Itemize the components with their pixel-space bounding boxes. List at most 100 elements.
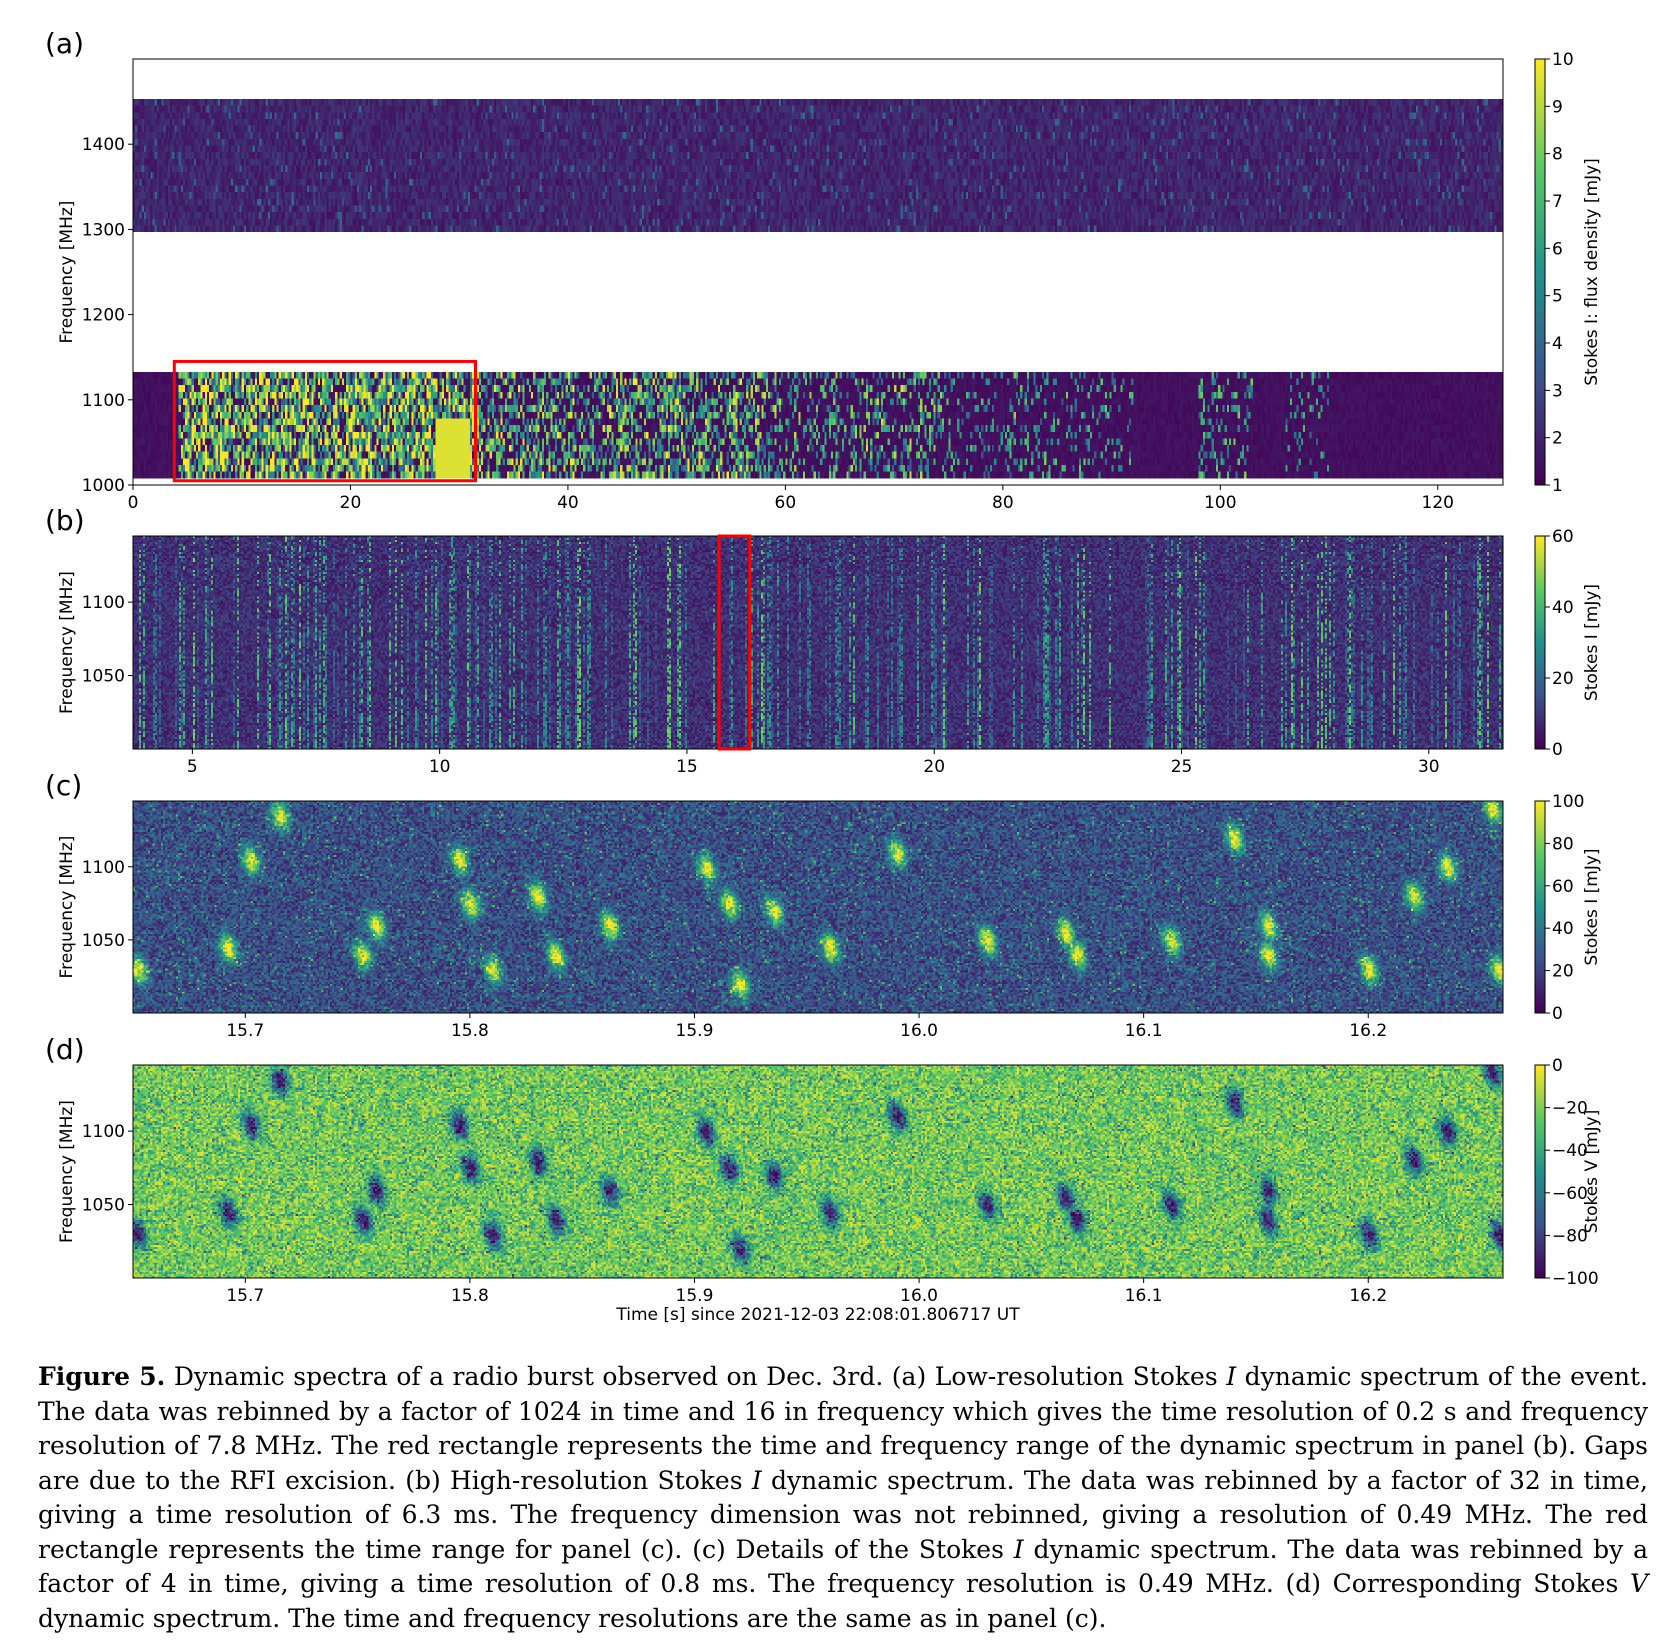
y-tick-label: 1100 — [82, 1122, 125, 1142]
x-tick-label: 16.0 — [900, 1021, 938, 1041]
x-tick-label: 15.9 — [676, 1286, 714, 1306]
x-tick-label: 15.7 — [226, 1286, 264, 1306]
colorbar-tick-label: −20 — [1552, 1099, 1588, 1119]
colorbar-tick-label: 100 — [1552, 792, 1584, 812]
colorbar-tick-label: −40 — [1552, 1141, 1588, 1161]
spectrum-image — [133, 1065, 1503, 1278]
x-tick-label: 16.0 — [900, 1286, 938, 1306]
x-tick-label: 15.8 — [451, 1021, 489, 1041]
highlight-rectangle — [172, 359, 477, 483]
x-tick-label: 0 — [128, 493, 139, 513]
x-tick-label: 25 — [1171, 757, 1193, 777]
colorbar: 1 2 3 4 5 6 7 8 9 10 Stokes I: flux density [mJy] — [1534, 50, 1602, 496]
panel-d: 15.7 15.8 15.9 16.0 16.1 16.2 1050 1100Frequenc… — [45, 1033, 1602, 1325]
y-tick-label: 1100 — [82, 391, 125, 411]
colorbar-label: Stokes V [mJy] — [1582, 1110, 1602, 1234]
x-tick-label: 16.2 — [1349, 1021, 1387, 1041]
figure-caption: Figure 5. Dynamic spectra of a radio bur… — [38, 1362, 1649, 1633]
panel-c: 15.7 15.8 15.9 16.0 16.1 16.2 1050 1100Frequenc… — [45, 769, 1602, 1041]
spectrum-image — [133, 59, 1503, 485]
colorbar-tick-label: 20 — [1552, 669, 1574, 689]
y-tick-label: 1300 — [82, 220, 125, 240]
panel-letter: (d) — [45, 1033, 85, 1066]
colorbar-tick-label: −60 — [1552, 1184, 1588, 1204]
plot-frame — [132, 535, 1504, 750]
x-tick-label: 100 — [1204, 493, 1236, 513]
plot-frame — [132, 58, 1504, 486]
y-axis-label: Frequency [MHz] — [57, 201, 77, 344]
figure-5: 0 20 40 60 80 100 12010001100120013001400Frequ… — [45, 27, 1602, 1325]
x-tick-label: 16.2 — [1349, 1286, 1387, 1306]
y-tick-label: 1050 — [82, 1196, 125, 1216]
colorbar-tick-label: 7 — [1552, 192, 1563, 212]
panel-letter: (c) — [45, 769, 82, 802]
x-tick-label: 15.9 — [676, 1021, 714, 1041]
y-tick-label: 1100 — [82, 858, 125, 878]
spectrum-image — [133, 801, 1503, 1013]
colorbar-tick-label: 5 — [1552, 287, 1563, 307]
x-tick-label: 40 — [557, 493, 579, 513]
colorbar-tick-label: 1 — [1552, 476, 1563, 496]
colorbar-tick-label: 40 — [1552, 598, 1574, 618]
y-tick-label: 1000 — [82, 476, 125, 496]
panel-letter: (a) — [45, 27, 84, 60]
x-tick-label: 5 — [187, 757, 198, 777]
x-tick-label: 80 — [992, 493, 1014, 513]
spectrum-image — [133, 536, 1503, 749]
y-axis-label: Frequency [MHz] — [57, 571, 77, 714]
colorbar-tick-label: 10 — [1552, 50, 1574, 70]
colorbar-tick-label: 80 — [1552, 834, 1574, 854]
x-axis-label: Time [s] since 2021-12-03 22:08:01.80671… — [615, 1305, 1020, 1325]
x-tick-label: 20 — [340, 493, 362, 513]
x-tick-label: 10 — [429, 757, 451, 777]
y-tick-label: 1050 — [82, 667, 125, 687]
colorbar-gradient — [1534, 800, 1546, 1014]
plot-frame — [132, 800, 1504, 1014]
colorbar-tick-label: −80 — [1552, 1226, 1588, 1246]
colorbar-tick-label: 0 — [1552, 1056, 1563, 1076]
x-tick-label: 15.8 — [451, 1286, 489, 1306]
y-tick-label: 1100 — [82, 593, 125, 613]
x-tick-label: 15 — [676, 757, 698, 777]
x-tick-label: 16.1 — [1125, 1021, 1163, 1041]
colorbar-tick-label: −100 — [1552, 1269, 1599, 1289]
colorbar-gradient — [1534, 1064, 1546, 1279]
colorbar: 0 20 40 60 Stokes I [mJy] — [1534, 527, 1602, 760]
colorbar-tick-label: 8 — [1552, 145, 1563, 165]
panel-letter: (b) — [45, 504, 85, 537]
colorbar-tick-label: 60 — [1552, 877, 1574, 897]
y-tick-label: 1400 — [82, 135, 125, 155]
colorbar-gradient — [1534, 535, 1546, 750]
colorbar-tick-label: 2 — [1552, 429, 1563, 449]
x-tick-label: 15.7 — [226, 1021, 264, 1041]
panel-a: 0 20 40 60 80 100 120 1000 1100 1200 1300 1400 Frequ… — [45, 27, 1602, 513]
colorbar: 0 −20 −40 −60 −80 −100 Stokes V [mJy] — [1534, 1056, 1602, 1289]
colorbar-tick-label: 3 — [1552, 381, 1563, 401]
colorbar-label: Stokes I [mJy] — [1582, 584, 1602, 701]
colorbar-tick-label: 9 — [1552, 97, 1563, 117]
colorbar-tick-label: 0 — [1552, 1004, 1563, 1024]
y-tick-label: 1200 — [82, 306, 125, 326]
x-tick-label: 16.1 — [1125, 1286, 1163, 1306]
x-tick-label: 60 — [775, 493, 797, 513]
colorbar-tick-label: 40 — [1552, 919, 1574, 939]
colorbar: 0 20 40 60 80 100 Stokes I [mJy] — [1534, 792, 1602, 1024]
colorbar-gradient — [1534, 58, 1546, 486]
y-axis-label: Frequency [MHz] — [57, 1100, 77, 1243]
x-tick-label: 20 — [923, 757, 945, 777]
highlight-rectangle — [717, 534, 752, 751]
colorbar-tick-label: 20 — [1552, 962, 1574, 982]
colorbar-tick-label: 6 — [1552, 239, 1563, 259]
plot-frame — [132, 1064, 1504, 1279]
colorbar-label: Stokes I: flux density [mJy] — [1582, 158, 1602, 386]
caption-label: Figure 5. — [38, 1362, 166, 1391]
colorbar-tick-label: 60 — [1552, 527, 1574, 547]
y-axis-label: Frequency [MHz] — [57, 836, 77, 979]
y-tick-label: 1050 — [82, 931, 125, 951]
colorbar-tick-label: 0 — [1552, 740, 1563, 760]
x-tick-label: 120 — [1422, 493, 1454, 513]
colorbar-tick-label: 4 — [1552, 334, 1563, 354]
x-tick-label: 30 — [1418, 757, 1440, 777]
colorbar-label: Stokes I [mJy] — [1582, 848, 1602, 965]
